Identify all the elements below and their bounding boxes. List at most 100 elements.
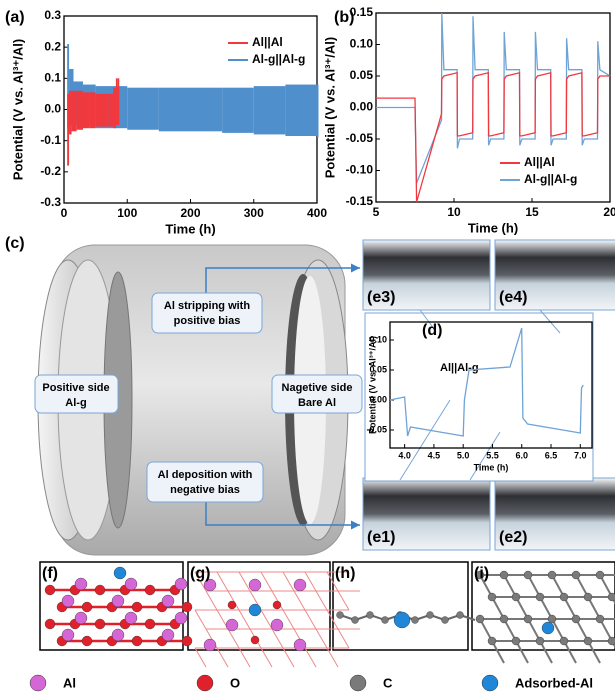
panel-label: (c) [5,235,25,252]
y-tick-label: 0.3 [44,8,61,22]
y-tick-label: -0.15 [346,194,374,208]
note: negative bias [170,484,240,496]
legend-label: Al||Al [524,155,555,169]
image-label: (e1) [367,529,395,546]
atom [145,619,155,629]
band-segment [72,91,77,132]
atom [62,595,74,607]
panel-label: (d) [422,322,442,339]
atom [488,637,496,645]
x-axis-title: Time (h) [165,221,215,236]
band-segment [159,88,191,132]
legend-label: Al-g||Al-g [252,52,305,66]
atom [114,567,126,579]
band-segment [108,94,113,127]
x-axis-title: Time (h) [474,462,509,472]
y-tick-label: 0.2 [44,39,61,53]
atom [572,615,580,623]
legend-atom [350,675,366,691]
x-tick-label: 15 [525,205,539,219]
atom [608,637,615,645]
atom [367,612,374,619]
band-segment [96,94,102,127]
atom [596,615,604,623]
atom [251,636,259,644]
legend-label: O [230,675,240,690]
atom [394,612,410,628]
legend-atom [30,675,46,691]
x-tick-label: 5.5 [486,450,499,460]
atom [512,637,520,645]
atom [112,629,124,641]
atom [488,593,496,601]
note: Bare Al [298,397,336,409]
atom [182,602,192,612]
bond [305,648,316,667]
atom [112,595,124,607]
x-tick-label: 20 [603,205,615,219]
y-tick-label: 0.00 [350,100,374,114]
atom [294,639,306,651]
atom [95,585,105,595]
atom [249,604,261,616]
x-tick-label: 6.5 [545,450,558,460]
image-label: (e4) [499,289,527,306]
atom [125,578,137,590]
atom [273,601,281,609]
atom [271,619,283,631]
panel-label: (i) [474,565,489,582]
atom [457,612,464,619]
atom [500,615,508,623]
atom [548,615,556,623]
bond [327,648,338,667]
atom [132,636,142,646]
atom [75,612,87,624]
band-segment [67,94,69,166]
legend-label: Al-g||Al-g [524,172,577,186]
atom [536,593,544,601]
atom [132,602,142,612]
atom [45,619,55,629]
x-tick-label: 300 [244,206,264,220]
legend-label: Al||Al [252,35,283,49]
figure: (a) (b) (d) Al||Al-g (c) Al stripping wi… [0,0,615,695]
y-tick-label: -0.2 [40,164,61,178]
atom [294,579,306,591]
atom [162,629,174,641]
x-tick-label: 6.0 [515,450,528,460]
image-label: (e3) [367,289,395,306]
atom [542,622,554,634]
atom [82,636,92,646]
note: Al-g [65,397,86,409]
band-segment [69,91,72,135]
atom [95,619,105,629]
band-segment [317,85,319,138]
atom [584,637,592,645]
y-tick-label: 0.0 [44,102,61,116]
atom [572,571,580,579]
atom [75,578,87,590]
legend-label: Adsorbed-Al [515,675,593,690]
atom [62,629,74,641]
atom [524,615,532,623]
atom [175,612,187,624]
x-tick-label: 4.0 [398,450,411,460]
atom [352,617,359,624]
atom [382,617,389,624]
band-segment [102,94,108,127]
legend-label: C [383,675,393,690]
y-tick-label: 0.15 [350,5,374,19]
legend-atom [482,675,498,691]
band-segment [127,88,159,130]
y-tick-label: 0.05 [350,68,374,82]
note: positive bias [174,315,241,327]
x-axis-title: Time (h) [468,220,518,235]
atom [512,593,520,601]
atom [82,602,92,612]
x-tick-label: 10 [447,205,461,219]
atom [476,615,484,623]
atom [182,636,192,646]
legend-atom [197,675,213,691]
y-axis-title: Potential (V vs. Al³⁺/Al) [322,37,337,178]
atom [228,601,236,609]
